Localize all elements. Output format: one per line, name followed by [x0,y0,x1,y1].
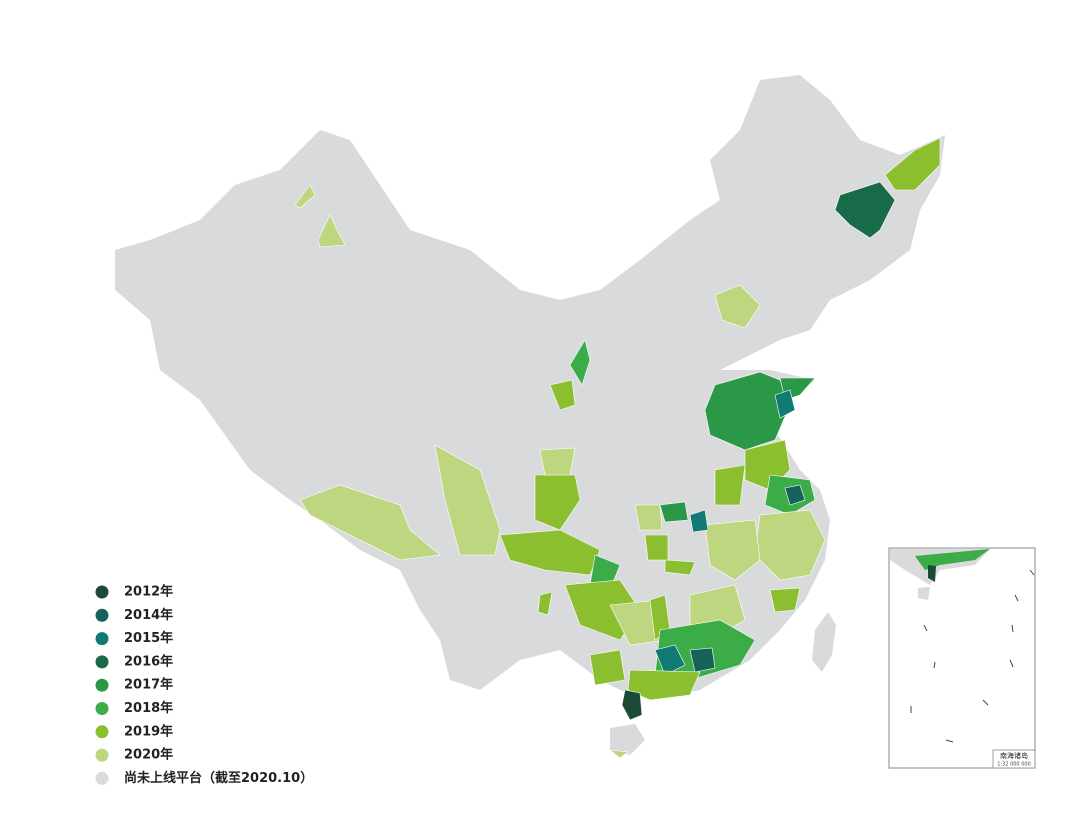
legend-swatch [95,725,109,739]
inset: 南海诸岛 1:32 000 000 [888,547,1036,769]
taiwan [812,612,836,672]
inset-region [915,549,990,570]
region [317,214,346,248]
legend-swatch [95,608,109,622]
region [784,484,806,506]
inset-label-box [992,749,1036,769]
region [689,509,709,533]
legend-swatch [95,771,109,785]
region [714,284,761,329]
region [609,749,629,759]
inset-dashes [910,569,1035,743]
legend: 2012年 2014年 2015年 2016年 2017年 2018年 2019年 2020年… [95,584,313,786]
legend-label: 2012年 [124,584,173,600]
legend-swatch [95,655,109,669]
region [704,371,791,451]
region [644,534,669,561]
legend-label: 2015年 [124,630,173,646]
legend-label: 2019年 [124,723,173,739]
inset-region [928,565,936,582]
region [549,379,576,411]
inset-hainan [918,587,930,600]
region [834,181,896,239]
region [589,649,626,686]
inset-frame [888,547,1036,769]
legend-label: 2020年 [124,747,173,763]
region [294,184,316,209]
country-outline [115,75,945,700]
region [774,389,796,419]
region [884,137,941,191]
regions [294,137,941,759]
region [537,591,553,616]
legend-label: 尚未上线平台（截至2020.10） [124,770,313,786]
region [689,647,716,673]
base-map [115,75,945,755]
inset-scale: 1:32 000 000 [997,762,1031,768]
legend-label: 2014年 [124,607,173,623]
legend-label: 2018年 [124,700,173,716]
region [714,464,746,506]
region [659,501,689,523]
region [539,447,576,476]
region [654,644,686,676]
region [769,587,801,613]
legend-swatch [95,585,109,599]
legend-label: 2017年 [124,677,173,693]
region [704,519,761,581]
inset-title: 南海诸岛 [1000,751,1028,760]
region [434,444,501,556]
legend-swatch [95,748,109,762]
hainan [610,724,645,755]
region [627,669,701,701]
legend-swatch [95,702,109,715]
legend-swatch [95,678,109,692]
region [299,484,441,561]
region [621,689,643,721]
legend-swatch [95,632,109,646]
region [634,504,663,531]
legend-label: 2016年 [124,653,173,669]
region [569,339,591,386]
region [664,559,696,576]
region [499,529,601,576]
